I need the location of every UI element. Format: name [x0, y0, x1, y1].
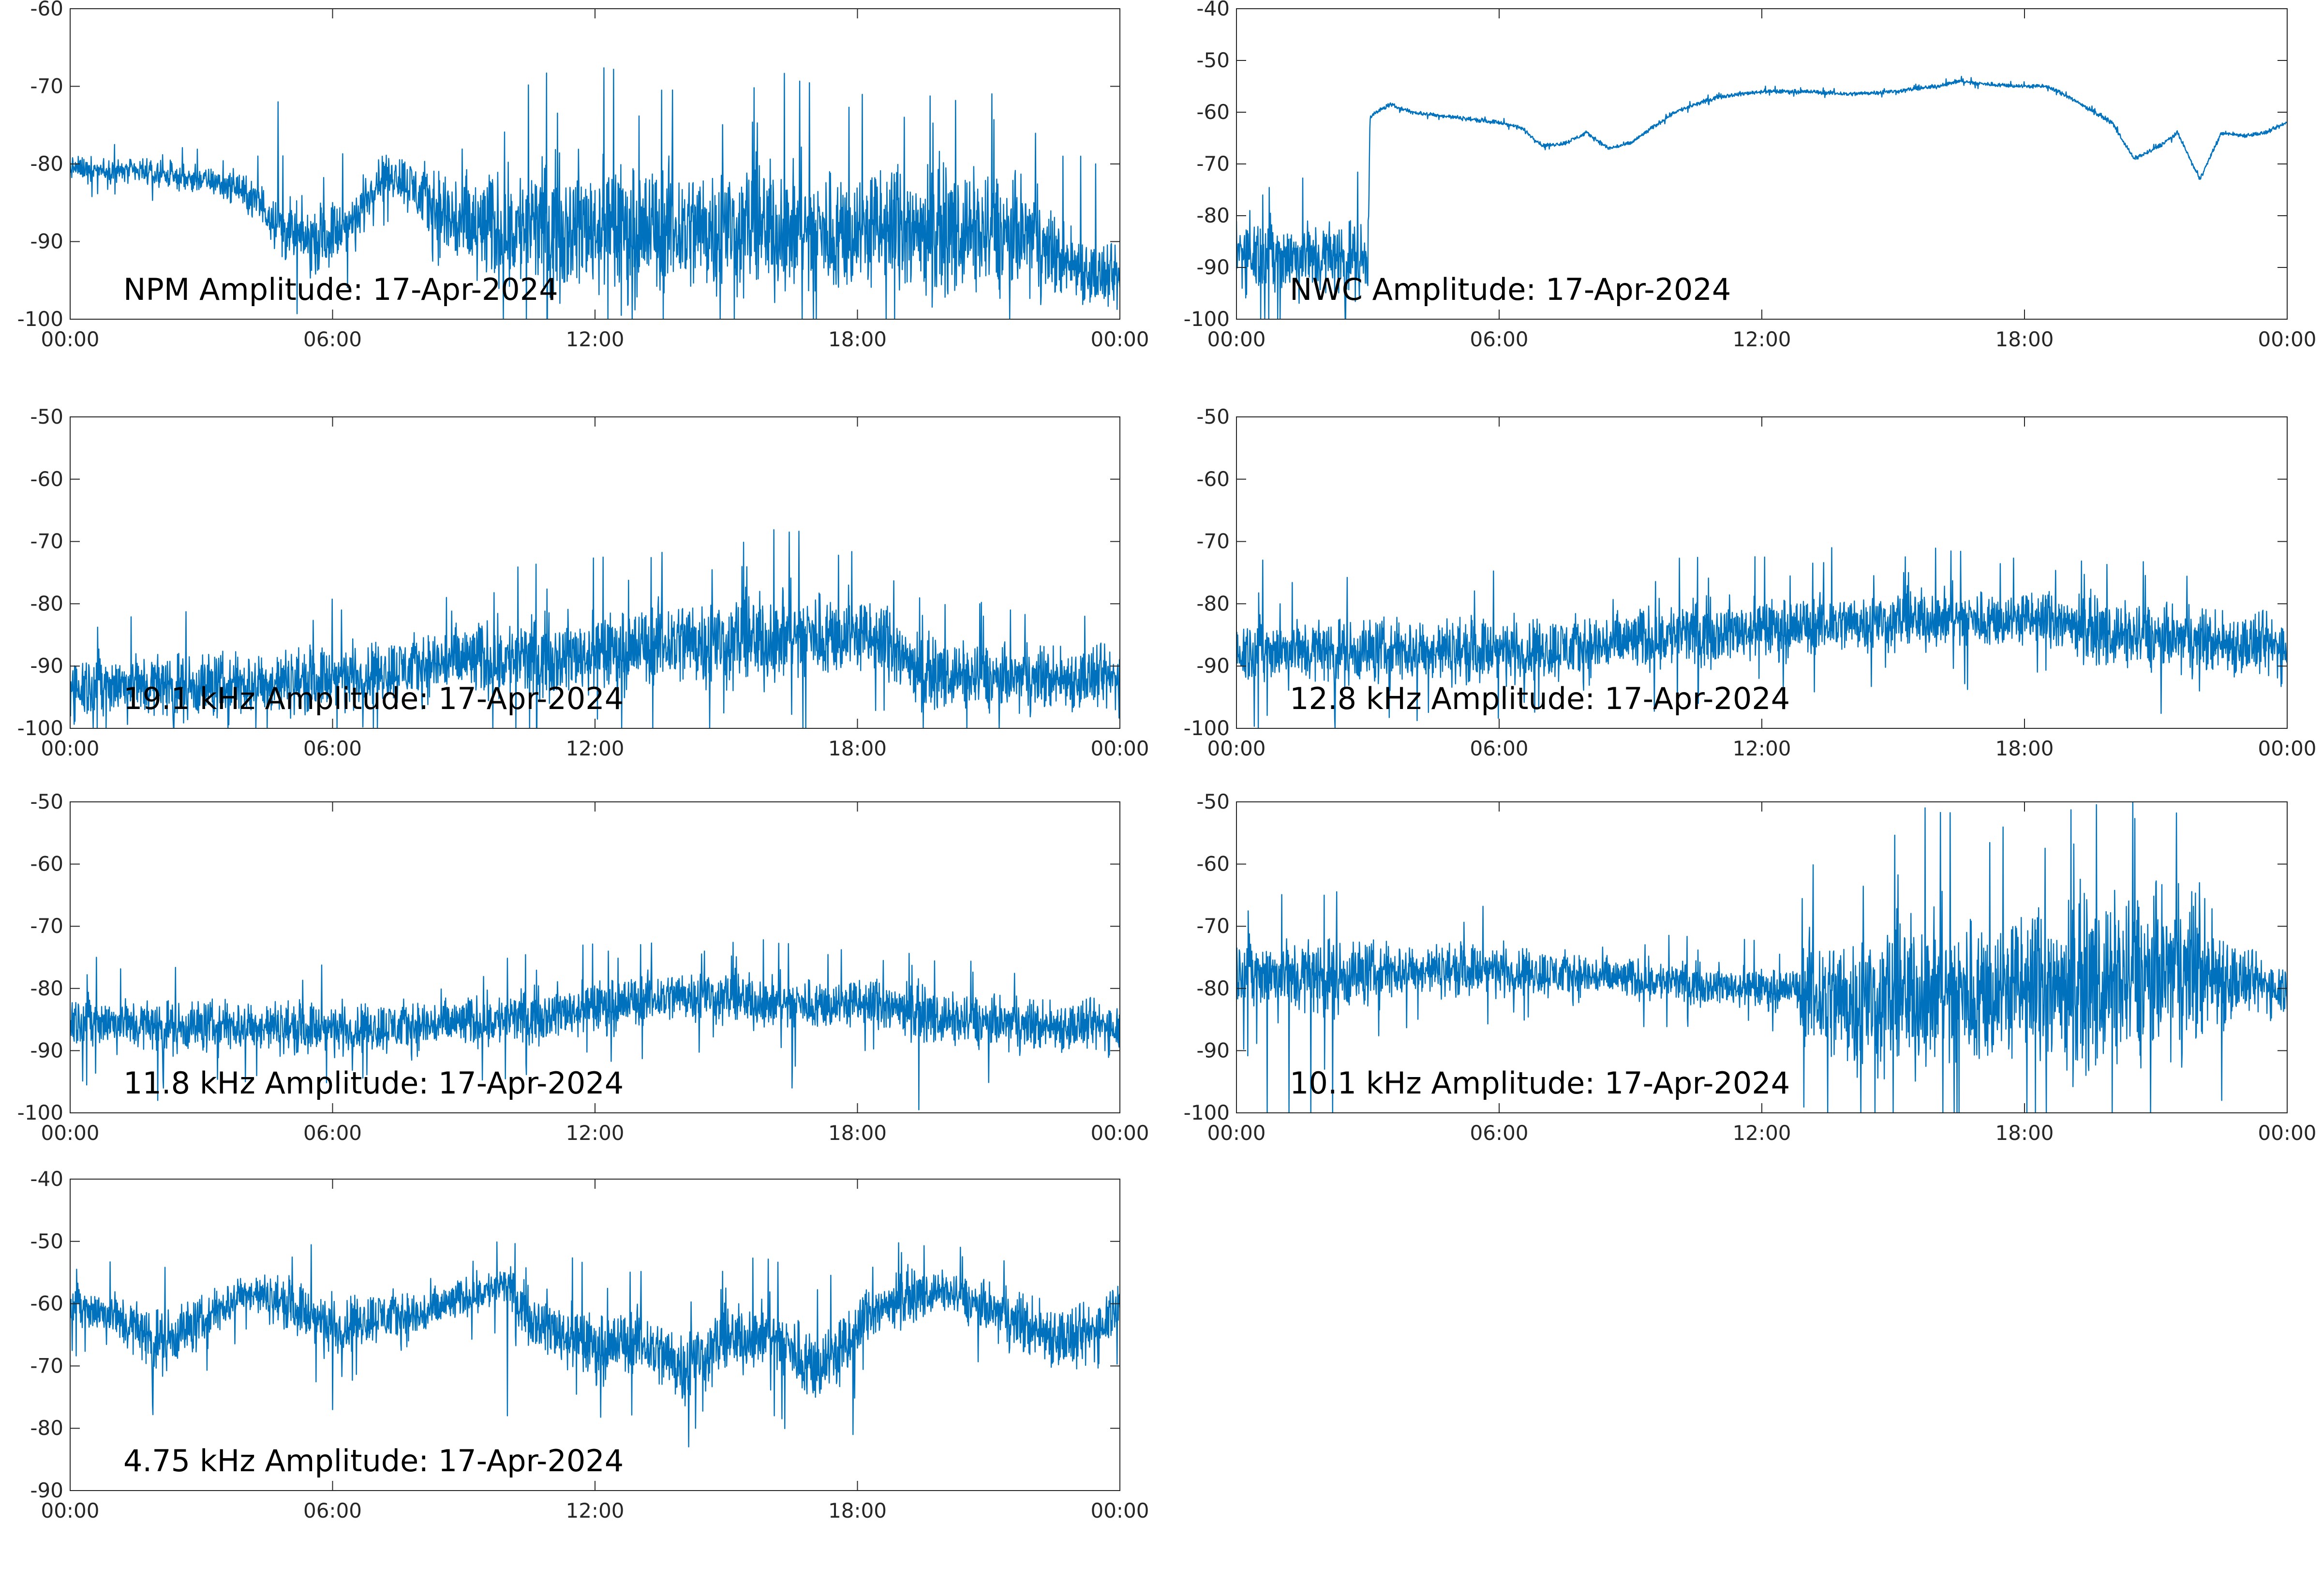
x-tick-label: 00:00: [1207, 1121, 1265, 1145]
x-tick-label: 12:00: [566, 737, 624, 760]
y-tick-label: -70: [30, 1354, 63, 1377]
x-tick-label: 06:00: [1470, 1121, 1528, 1145]
x-tick-label: 00:00: [41, 1121, 99, 1145]
y-tick-label: -100: [17, 716, 63, 740]
x-tick-label: 00:00: [1090, 327, 1149, 351]
x-tick-label: 12:00: [566, 1121, 624, 1145]
y-tick-label: -100: [1184, 307, 1230, 331]
y-tick-label: -90: [30, 1478, 63, 1502]
y-tick-label: -60: [30, 1292, 63, 1315]
x-tick-label: 00:00: [41, 737, 99, 760]
x-tick-label: 06:00: [1470, 737, 1528, 760]
x-tick-label: 18:00: [1995, 1121, 2054, 1145]
y-tick-label: -80: [1196, 204, 1230, 227]
y-tick-label: -40: [1196, 0, 1230, 20]
x-tick-label: 00:00: [1090, 1121, 1149, 1145]
chart-title: 11.8 kHz Amplitude: 17-Apr-2024: [123, 1065, 624, 1101]
y-tick-label: -70: [1196, 152, 1230, 176]
y-tick-label: -90: [1196, 654, 1230, 678]
x-tick-label: 12:00: [1732, 737, 1791, 760]
y-tick-label: -80: [30, 976, 63, 1000]
x-tick-label: 06:00: [1470, 327, 1528, 351]
chart-title: NWC Amplitude: 17-Apr-2024: [1290, 272, 1731, 307]
x-tick-label: 00:00: [1207, 327, 1265, 351]
y-tick-label: -50: [1196, 790, 1230, 813]
x-tick-label: 00:00: [2258, 737, 2316, 760]
x-tick-label: 12:00: [1732, 327, 1791, 351]
x-tick-label: 06:00: [303, 1121, 362, 1145]
y-tick-label: -80: [30, 591, 63, 615]
chart-title: NPM Amplitude: 17-Apr-2024: [123, 272, 558, 307]
x-tick-label: 12:00: [566, 327, 624, 351]
x-tick-label: 00:00: [41, 1499, 99, 1522]
chart-title: 4.75 kHz Amplitude: 17-Apr-2024: [123, 1443, 624, 1478]
series-line-1-1: [70, 67, 1120, 319]
y-tick-label: -100: [17, 1101, 63, 1124]
chart-panel-2: 00:00 06:00 12:00 18:00 00:00 -40 -50 -60 -70 -80…: [1184, 0, 2317, 351]
y-tick-label: -50: [1196, 405, 1230, 429]
y-tick-label: -60: [1196, 467, 1230, 491]
y-tick-label: -90: [30, 230, 63, 253]
y-tick-label: -50: [30, 790, 63, 813]
chart-panel-1: 00:00 06:00 12:00 18:00 00:00 -60 -70 -80 -90 -10…: [17, 0, 1149, 351]
x-tick-label: 18:00: [1995, 737, 2054, 760]
x-tick-label: 12:00: [1732, 1121, 1791, 1145]
x-tick-label: 18:00: [828, 1499, 887, 1522]
x-tick-label: 18:00: [828, 1121, 887, 1145]
y-tick-label: -70: [30, 530, 63, 553]
y-tick-label: -60: [1196, 100, 1230, 124]
x-tick-label: 06:00: [303, 737, 362, 760]
y-tick-label: -50: [30, 405, 63, 429]
x-tick-label: 00:00: [1090, 737, 1149, 760]
series-line-3-1: [70, 529, 1120, 728]
series-line-6-1: [1236, 802, 2287, 1113]
chart-panel-6: 00:00 06:00 12:00 18:00 00:00 -50 -60 -70 -80 -90…: [1184, 790, 2317, 1145]
x-tick-label: 18:00: [828, 327, 887, 351]
chart-panel-3: 00:00 06:00 12:00 18:00 00:00 -50 -60 -70 -80 -90…: [17, 405, 1149, 760]
chart-title: 10.1 kHz Amplitude: 17-Apr-2024: [1290, 1065, 1790, 1101]
x-tick-label: 06:00: [303, 1499, 362, 1522]
y-tick-label: -80: [1196, 976, 1230, 1000]
chart-panel-5: 00:00 06:00 12:00 18:00 00:00 -50 -60 -70 -80 -90…: [17, 790, 1149, 1145]
x-tick-label: 12:00: [566, 1499, 624, 1522]
chart-panel-7: 00:00 06:00 12:00 18:00 00:00 -40 -50 -60 -70 -80…: [30, 1167, 1149, 1522]
y-tick-label: -40: [30, 1167, 63, 1191]
y-tick-label: -90: [1196, 255, 1230, 279]
x-tick-label: 00:00: [2258, 327, 2316, 351]
x-tick-label: 18:00: [828, 737, 887, 760]
x-tick-label: 00:00: [1090, 1499, 1149, 1522]
y-tick-label: -70: [30, 74, 63, 98]
chart-title: 19.1 kHz Amplitude: 17-Apr-2024: [123, 681, 624, 716]
x-tick-label: 18:00: [1995, 327, 2054, 351]
y-tick-label: -90: [1196, 1038, 1230, 1062]
series-line-4-1: [1236, 547, 2287, 728]
y-tick-label: -60: [30, 852, 63, 876]
y-tick-label: -80: [30, 152, 63, 176]
series-line-2-1: [1236, 75, 2287, 319]
chart-panel-4: 00:00 06:00 12:00 18:00 00:00 -50 -60 -70 -80 -90…: [1184, 405, 2317, 760]
y-tick-label: -70: [1196, 530, 1230, 553]
series-line-5-1: [70, 939, 1120, 1110]
series-line-7-1: [70, 1241, 1120, 1448]
y-tick-label: -50: [30, 1229, 63, 1253]
y-tick-label: -80: [1196, 591, 1230, 615]
y-tick-label: -100: [1184, 1101, 1230, 1124]
y-tick-label: -60: [30, 0, 63, 20]
x-tick-label: 00:00: [41, 327, 99, 351]
y-tick-label: -70: [30, 914, 63, 938]
y-tick-label: -90: [30, 654, 63, 678]
y-tick-label: -70: [1196, 914, 1230, 938]
x-tick-label: 06:00: [303, 327, 362, 351]
x-tick-label: 00:00: [1207, 737, 1265, 760]
y-tick-label: -100: [1184, 716, 1230, 740]
x-tick-label: 00:00: [2258, 1121, 2316, 1145]
y-tick-label: -60: [1196, 852, 1230, 876]
y-tick-label: -50: [1196, 48, 1230, 72]
chart-title: 12.8 kHz Amplitude: 17-Apr-2024: [1290, 681, 1790, 716]
y-tick-label: -60: [30, 467, 63, 491]
y-tick-label: -90: [30, 1038, 63, 1062]
y-tick-label: -100: [17, 307, 63, 331]
y-tick-label: -80: [30, 1416, 63, 1440]
